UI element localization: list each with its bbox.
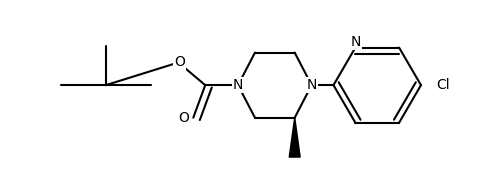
Text: N: N	[350, 35, 361, 49]
Text: O: O	[174, 55, 185, 70]
Text: N: N	[233, 78, 243, 92]
Polygon shape	[289, 118, 300, 157]
Text: Cl: Cl	[436, 78, 449, 92]
Text: N: N	[306, 78, 317, 92]
Text: O: O	[178, 111, 189, 125]
